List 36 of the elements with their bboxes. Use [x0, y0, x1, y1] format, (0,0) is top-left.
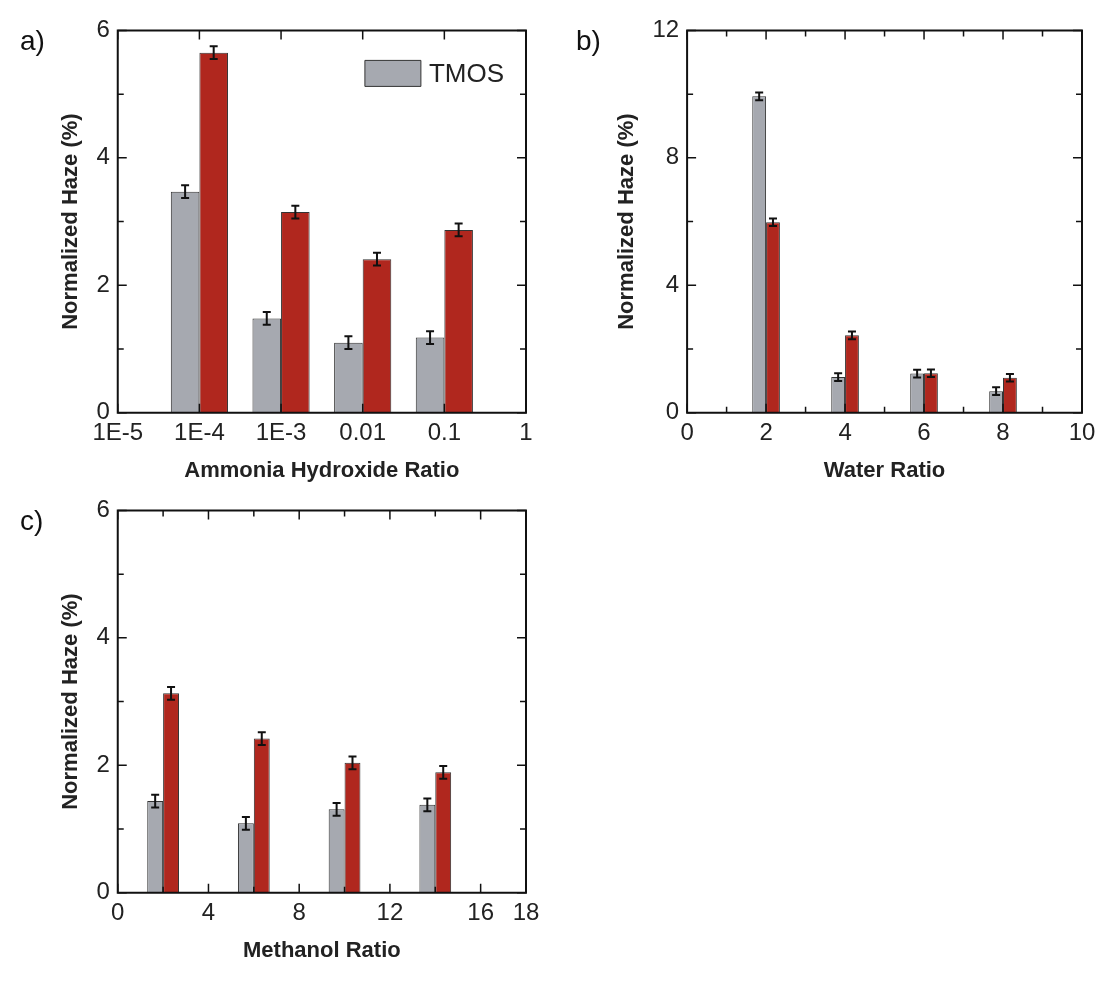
x-tick-label: 8 — [292, 897, 306, 925]
x-tick-label: 4 — [838, 417, 852, 445]
x-axis-title: Water Ratio — [823, 456, 946, 482]
y-tick-label: 4 — [665, 269, 680, 297]
y-tick-label: 12 — [652, 15, 680, 43]
x-tick-label: 0.01 — [339, 417, 387, 445]
y-axis-title: Normalized Haze (%) — [57, 113, 83, 330]
x-tick-label: 0.1 — [427, 417, 462, 445]
x-tick-label: 4 — [201, 897, 216, 925]
x-tick-label: 2 — [759, 417, 773, 445]
x-tick-label: 8 — [996, 417, 1010, 445]
x-tick-label: 6 — [917, 417, 931, 445]
y-tick-label: 8 — [665, 142, 680, 170]
chart-title: c) — [20, 505, 44, 537]
chart-title: a) — [20, 25, 45, 57]
x-tick-label: 1E-4 — [174, 417, 225, 445]
y-axis-title: Normalized Haze (%) — [57, 593, 83, 810]
y-tick-label: 6 — [96, 495, 110, 523]
x-tick-label: 1 — [519, 417, 533, 445]
y-axis-title: Normalized Haze (%) — [613, 113, 639, 330]
x-axis-title: Ammonia Hydroxide Ratio — [184, 456, 460, 482]
y-tick-label: 0 — [665, 397, 680, 425]
chart-title: b) — [576, 25, 601, 57]
y-tick-label: 4 — [96, 142, 110, 170]
legend-label: TMOS — [428, 57, 504, 88]
x-tick-label: 18 — [512, 897, 540, 925]
x-tick-label: 1E-3 — [255, 417, 307, 445]
y-tick-label: 2 — [96, 749, 110, 777]
y-tick-label: 4 — [96, 622, 110, 650]
y-tick-label: 6 — [96, 15, 110, 43]
y-tick-label: 2 — [96, 269, 110, 297]
x-tick-label: 16 — [467, 897, 494, 925]
y-tick-label: 0 — [96, 877, 110, 905]
x-axis-title: Methanol Ratio — [243, 936, 401, 962]
x-tick-label: 12 — [376, 897, 404, 925]
x-tick-label: 10 — [1068, 417, 1096, 445]
